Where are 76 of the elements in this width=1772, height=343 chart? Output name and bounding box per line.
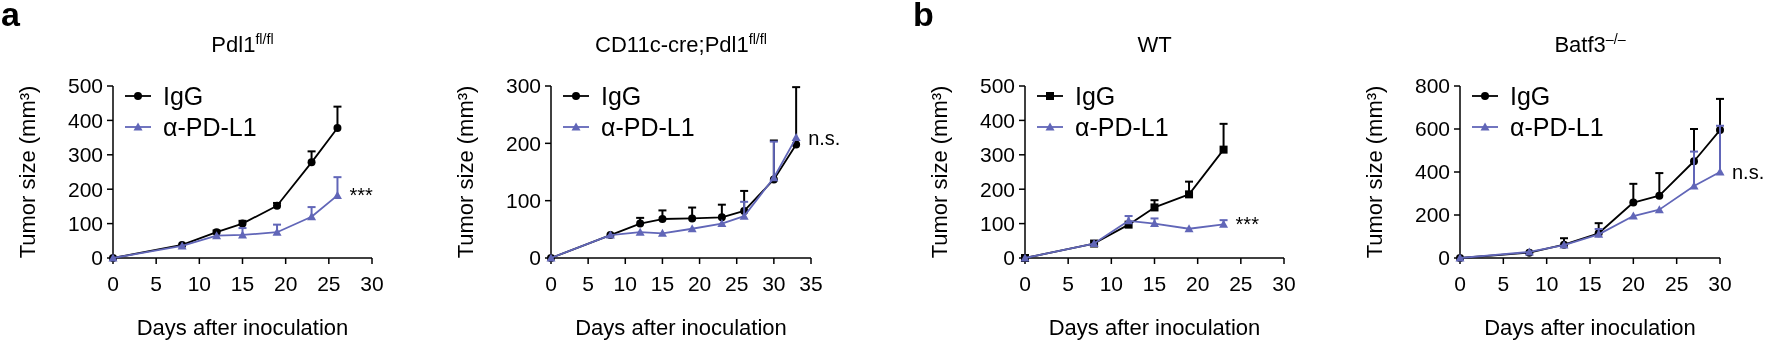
y-tick-label: 200 xyxy=(1414,203,1450,227)
y-tick-label: 200 xyxy=(67,177,103,201)
legend-label: IgG xyxy=(163,81,204,110)
x-tick-label: 0 xyxy=(1454,272,1466,295)
y-tick-label: 300 xyxy=(67,143,103,167)
y-tick-label: 100 xyxy=(67,211,103,235)
x-tick-label: 0 xyxy=(1019,272,1031,295)
y-tick-label: 500 xyxy=(979,74,1015,98)
x-tick-label: 15 xyxy=(230,272,255,295)
y-tick-label: 400 xyxy=(979,108,1015,132)
x-tick-label: 5 xyxy=(150,272,163,295)
x-tick-label: 15 xyxy=(650,272,675,295)
legend-label: IgG xyxy=(1075,81,1116,110)
chart-title: Batf3$^{–/–}$ xyxy=(1554,31,1626,57)
y-axis-title: Tumor size (mm³) xyxy=(927,85,952,259)
x-tick-label: 10 xyxy=(613,272,637,295)
x-tick-label: 15 xyxy=(1578,272,1602,295)
x-tick-label: 20 xyxy=(1621,272,1646,295)
x-tick-label: 0 xyxy=(107,272,119,295)
x-tick-label: 35 xyxy=(799,272,823,295)
x-tick-label: 10 xyxy=(1099,272,1124,295)
x-tick-label: 15 xyxy=(1142,272,1167,295)
x-tick-label: 25 xyxy=(317,272,341,295)
y-tick-label: 400 xyxy=(1414,160,1450,184)
annotation: n.s. xyxy=(808,126,841,149)
x-axis-title: Days after inoculation xyxy=(575,315,787,340)
legend-label: IgG xyxy=(601,81,642,110)
y-tick-label: 100 xyxy=(505,189,541,213)
x-tick-label: 25 xyxy=(1664,272,1689,295)
y-tick-label: 600 xyxy=(1414,117,1450,141)
chart-title: Pdl1$^{fl/fl}$ xyxy=(211,31,274,57)
x-tick-label: 30 xyxy=(1272,272,1296,295)
x-tick-label: 0 xyxy=(545,272,557,295)
x-tick-label: 5 xyxy=(582,272,594,295)
y-tick-label: 100 xyxy=(979,211,1015,235)
legend-label: α-PD-L1 xyxy=(601,112,695,141)
y-tick-label: 0 xyxy=(1438,246,1450,270)
x-tick-label: 5 xyxy=(1062,272,1075,295)
text: a xyxy=(1,0,21,33)
y-tick-label: 300 xyxy=(505,74,541,98)
y-tick-label: 400 xyxy=(67,108,103,132)
y-tick-label: 200 xyxy=(979,177,1015,201)
legend-label: α-PD-L1 xyxy=(163,112,257,141)
x-tick-label: 25 xyxy=(725,272,749,295)
x-tick-label: 10 xyxy=(1534,272,1559,295)
y-tick-label: 800 xyxy=(1414,74,1450,98)
x-tick-label: 30 xyxy=(762,272,786,295)
y-tick-label: 500 xyxy=(67,74,103,98)
y-tick-label: 0 xyxy=(1003,246,1015,270)
y-axis-title: Tumor size (mm³) xyxy=(1362,85,1387,259)
x-tick-label: 10 xyxy=(187,272,212,295)
annotation: *** xyxy=(349,184,374,207)
annotation: n.s. xyxy=(1732,161,1765,183)
x-tick-label: 20 xyxy=(1185,272,1210,295)
x-tick-label: 30 xyxy=(1708,272,1732,295)
chart-title: WT xyxy=(1137,32,1172,57)
x-tick-label: 25 xyxy=(1229,272,1253,295)
x-tick-label: 20 xyxy=(273,272,298,295)
y-tick-label: 300 xyxy=(979,143,1015,167)
y-axis-title: Tumor size (mm³) xyxy=(453,85,478,259)
x-tick-label: 20 xyxy=(687,272,712,295)
legend-label: α-PD-L1 xyxy=(1510,112,1604,141)
y-axis-title: Tumor size (mm³) xyxy=(15,85,40,259)
x-tick-label: 5 xyxy=(1497,272,1510,295)
y-tick-label: 0 xyxy=(529,246,541,270)
legend-label: α-PD-L1 xyxy=(1075,112,1169,141)
text: b xyxy=(913,0,934,33)
y-tick-label: 0 xyxy=(91,246,103,270)
x-axis-title: Days after inoculation xyxy=(1484,315,1696,340)
x-tick-label: 30 xyxy=(360,272,384,295)
annotation: *** xyxy=(1235,213,1260,236)
chart-title: CD11c-cre;Pdl1$^{fl/fl}$ xyxy=(595,31,767,57)
legend-label: IgG xyxy=(1510,81,1551,110)
y-tick-label: 200 xyxy=(505,131,541,155)
x-axis-title: Days after inoculation xyxy=(136,315,349,340)
x-axis-title: Days after inoculation xyxy=(1048,315,1261,340)
